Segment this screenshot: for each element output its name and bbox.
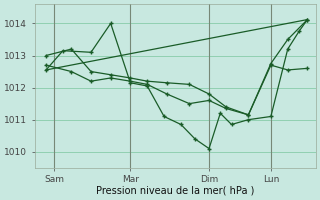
X-axis label: Pression niveau de la mer( hPa ): Pression niveau de la mer( hPa ) (96, 186, 254, 196)
